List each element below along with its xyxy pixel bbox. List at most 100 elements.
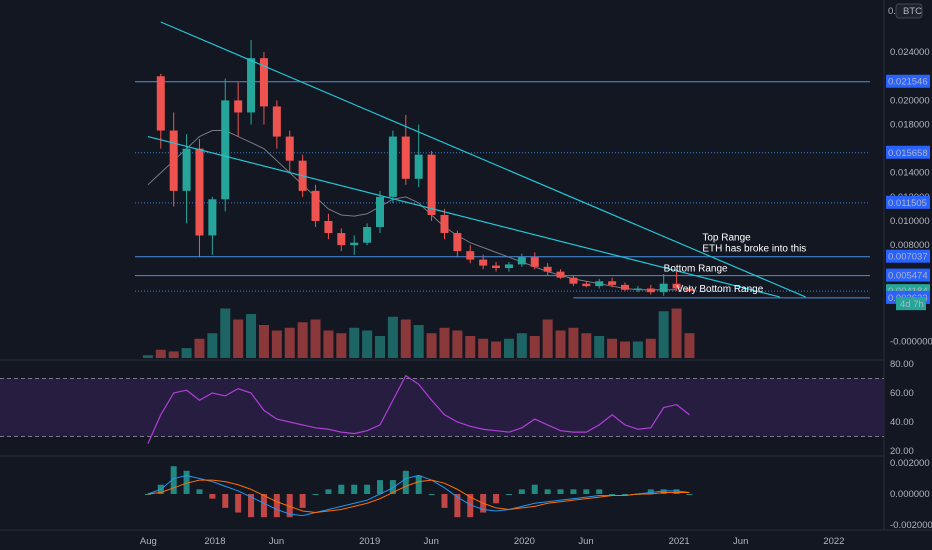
price-label-text: 0.011505 <box>888 198 927 209</box>
candle-body[interactable] <box>350 242 359 246</box>
candle-body[interactable] <box>440 214 449 234</box>
currency-badge[interactable] <box>895 3 923 19</box>
volume-bar <box>542 319 553 358</box>
moving-average-line <box>147 130 677 291</box>
candle-body[interactable] <box>659 283 668 293</box>
volume-bar <box>658 311 669 358</box>
candle-body[interactable] <box>324 220 333 234</box>
candle-body[interactable] <box>492 265 501 269</box>
candle-body[interactable] <box>285 136 294 161</box>
candle-body[interactable] <box>595 281 604 287</box>
trendline[interactable] <box>160 21 806 298</box>
macd-histogram-bar <box>286 494 293 518</box>
volume-bar <box>607 338 618 358</box>
price-tick-label: 0.010000 <box>890 216 930 227</box>
candle-body[interactable] <box>504 264 513 269</box>
volume-bar <box>555 330 566 358</box>
candle-body[interactable] <box>363 227 372 243</box>
macd-histogram-bar <box>557 489 564 494</box>
candle-body[interactable] <box>621 284 629 290</box>
price-label-badge <box>886 249 930 263</box>
candle-body[interactable] <box>272 106 281 137</box>
candle-body[interactable] <box>427 154 436 215</box>
volume-bar <box>671 308 682 358</box>
candle-body[interactable] <box>414 154 423 179</box>
price-tick-label: 0.024000 <box>890 47 930 58</box>
candle-body[interactable] <box>530 257 539 267</box>
candle-body[interactable] <box>517 257 526 265</box>
candle-body[interactable] <box>234 100 243 113</box>
candle-body[interactable] <box>582 283 591 287</box>
price-label-text: 0.015658 <box>888 148 928 159</box>
macd-histogram-bar <box>583 489 590 494</box>
volume-bar <box>297 322 308 358</box>
macd-histogram-bar <box>454 494 461 518</box>
candle-body[interactable] <box>401 136 410 179</box>
candle-body[interactable] <box>169 130 178 191</box>
candle-body[interactable] <box>556 271 565 278</box>
volume-bar <box>491 341 502 358</box>
candle-body[interactable] <box>311 190 320 221</box>
macd-tick-label: -0.002000 <box>890 520 932 531</box>
volume-bar <box>258 325 269 358</box>
price-tick-label: -0.000000 <box>890 337 932 348</box>
candle-body[interactable] <box>672 283 681 289</box>
volume-bar <box>181 348 192 358</box>
macd-signal-line <box>147 479 690 514</box>
price-label-badge <box>886 268 930 282</box>
candle-body[interactable] <box>685 288 694 291</box>
macd-histogram-bar <box>260 494 267 518</box>
volume-bar <box>323 330 334 358</box>
time-tick-label: Jun <box>733 536 748 547</box>
candle-body[interactable] <box>543 266 552 272</box>
rsi-line <box>147 374 690 444</box>
candle-body[interactable] <box>569 277 578 284</box>
volume-bar <box>581 333 592 358</box>
time-tick-label: Aug <box>140 536 157 547</box>
candle-body[interactable] <box>479 259 488 266</box>
price-axis-top-label: 0. <box>888 6 896 17</box>
macd-histogram-bar <box>518 489 525 494</box>
candle-body[interactable] <box>247 58 256 113</box>
macd-line <box>147 474 690 517</box>
macd-histogram-bar <box>338 484 345 494</box>
volume-bar <box>233 319 244 358</box>
trendline[interactable] <box>147 135 780 298</box>
macd-histogram-bar <box>467 494 474 518</box>
candle-body[interactable] <box>646 288 655 293</box>
volume-bar <box>142 355 153 358</box>
candle-body[interactable] <box>337 233 346 246</box>
time-tick-label: Jun <box>269 536 284 547</box>
candle-body[interactable] <box>453 233 462 252</box>
volume-bar <box>349 327 360 358</box>
volume-bar <box>155 349 166 358</box>
macd-histogram-bar <box>596 489 603 494</box>
volume-bar <box>620 341 630 358</box>
volume-bar <box>594 336 605 358</box>
candle-body[interactable] <box>195 148 204 236</box>
candle-body[interactable] <box>208 199 217 236</box>
volume-bar <box>207 333 218 358</box>
countdown-badge <box>896 297 926 311</box>
macd-histogram-bar <box>570 489 577 494</box>
candle-body[interactable] <box>388 136 397 197</box>
rsi-tick-label: 20.00 <box>890 446 914 457</box>
candle-body[interactable] <box>376 196 384 228</box>
time-tick-label: Jun <box>578 536 593 547</box>
candle-body[interactable] <box>182 148 191 191</box>
candle-body[interactable] <box>466 251 475 260</box>
volume-bar <box>194 338 205 358</box>
candle-body[interactable] <box>221 100 230 200</box>
macd-histogram-bar <box>325 489 332 494</box>
macd-histogram-bar <box>364 484 371 494</box>
candle-body[interactable] <box>156 76 165 131</box>
candle-body[interactable] <box>259 58 268 107</box>
candle-body[interactable] <box>608 281 617 285</box>
volume-bar <box>271 330 282 358</box>
volume-bar <box>452 330 463 358</box>
candle-body[interactable] <box>633 288 642 290</box>
rsi-band <box>0 378 884 437</box>
